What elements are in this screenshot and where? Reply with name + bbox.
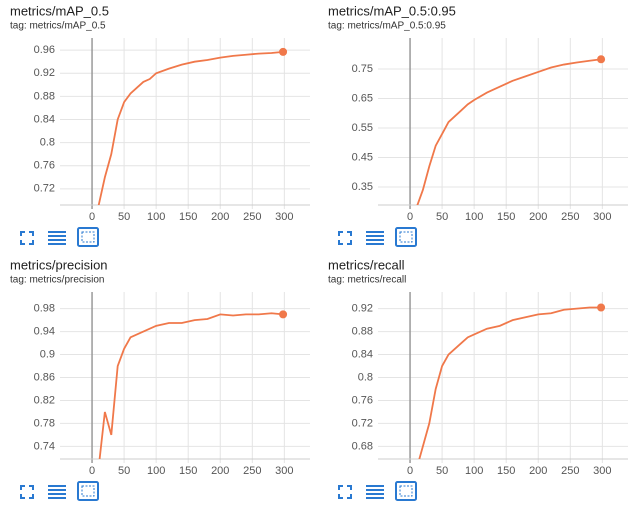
x-tick-label: 100 [465,465,483,477]
y-tick-label: 0.55 [352,122,373,134]
x-tick-label: 300 [593,211,611,223]
x-tick-label: 200 [529,211,547,223]
data-line [98,312,284,459]
chart-subtitle: tag: metrics/mAP_0.5:0.95 [328,21,446,32]
x-tick-label: 0 [407,465,413,477]
data-line [418,306,602,459]
x-tick-label: 300 [275,211,293,223]
x-tick-label: 150 [497,465,515,477]
panel-controls[interactable] [338,481,417,501]
y-tick-label: 0.75 [352,63,373,75]
y-tick-label: 0.84 [352,348,373,360]
x-tick-label: 200 [211,211,229,223]
x-tick-label: 50 [118,465,130,477]
panel-controls[interactable] [20,481,99,501]
chart-title: metrics/recall [328,257,405,272]
y-tick-label: 0.68 [352,440,373,452]
y-tick-label: 0.72 [352,417,373,429]
x-tick-label: 250 [561,465,579,477]
chart-title: metrics/precision [10,257,108,272]
y-tick-label: 0.96 [34,44,55,56]
y-tick-label: 0.98 [34,303,55,315]
y-tick-label: 0.94 [34,326,55,338]
x-tick-label: 50 [436,465,448,477]
panel-controls[interactable] [20,227,99,247]
x-tick-label: 50 [118,211,130,223]
chart-panel: metrics/recall tag: metrics/recall 0.68 0.7… [328,257,628,477]
x-tick-label: 150 [179,465,197,477]
x-tick-label: 300 [593,465,611,477]
y-tick-label: 0.45 [352,151,373,163]
y-tick-label: 0.86 [34,371,55,383]
chart-panel: metrics/mAP_0.5 tag: metrics/mAP_0.5 0.72 0… [10,3,310,223]
y-tick-label: 0.8 [40,136,55,148]
x-tick-label: 300 [275,465,293,477]
y-tick-label: 0.9 [40,348,55,360]
x-tick-label: 100 [147,211,165,223]
chart-panel: metrics/mAP_0.5:0.95 tag: metrics/mAP_0.5… [328,3,628,223]
end-point [597,303,606,312]
y-tick-label: 0.72 [34,183,55,195]
x-tick-label: 50 [436,211,448,223]
data-line [416,58,602,205]
y-tick-label: 0.88 [352,326,373,338]
x-tick-label: 250 [561,211,579,223]
y-tick-label: 0.78 [34,417,55,429]
x-tick-label: 200 [211,465,229,477]
x-tick-label: 100 [465,211,483,223]
x-tick-label: 0 [407,211,413,223]
x-tick-label: 100 [147,465,165,477]
panel-controls[interactable] [338,227,417,247]
chart-subtitle: tag: metrics/mAP_0.5 [10,21,106,32]
y-tick-label: 0.82 [34,394,55,406]
y-tick-label: 0.92 [34,67,55,79]
x-tick-label: 200 [529,465,547,477]
chart-title: metrics/mAP_0.5 [10,3,109,18]
x-tick-label: 150 [179,211,197,223]
chart-panel: metrics/precision tag: metrics/precision 0… [10,257,310,477]
chart-title: metrics/mAP_0.5:0.95 [328,3,456,18]
x-tick-label: 150 [497,211,515,223]
end-point [279,47,288,56]
data-line [97,50,284,205]
y-tick-label: 0.65 [352,92,373,104]
y-tick-label: 0.8 [358,371,373,383]
x-tick-label: 250 [243,211,261,223]
y-tick-label: 0.74 [34,440,55,452]
chart-subtitle: tag: metrics/recall [328,275,406,286]
y-tick-label: 0.76 [352,394,373,406]
x-tick-label: 0 [89,465,95,477]
end-point [279,310,288,319]
y-tick-label: 0.84 [34,113,55,125]
y-tick-label: 0.76 [34,160,55,172]
y-tick-label: 0.92 [352,303,373,315]
x-tick-label: 0 [89,211,95,223]
y-tick-label: 0.35 [352,181,373,193]
chart-subtitle: tag: metrics/precision [10,275,104,286]
x-tick-label: 250 [243,465,261,477]
end-point [597,55,606,64]
y-tick-label: 0.88 [34,90,55,102]
